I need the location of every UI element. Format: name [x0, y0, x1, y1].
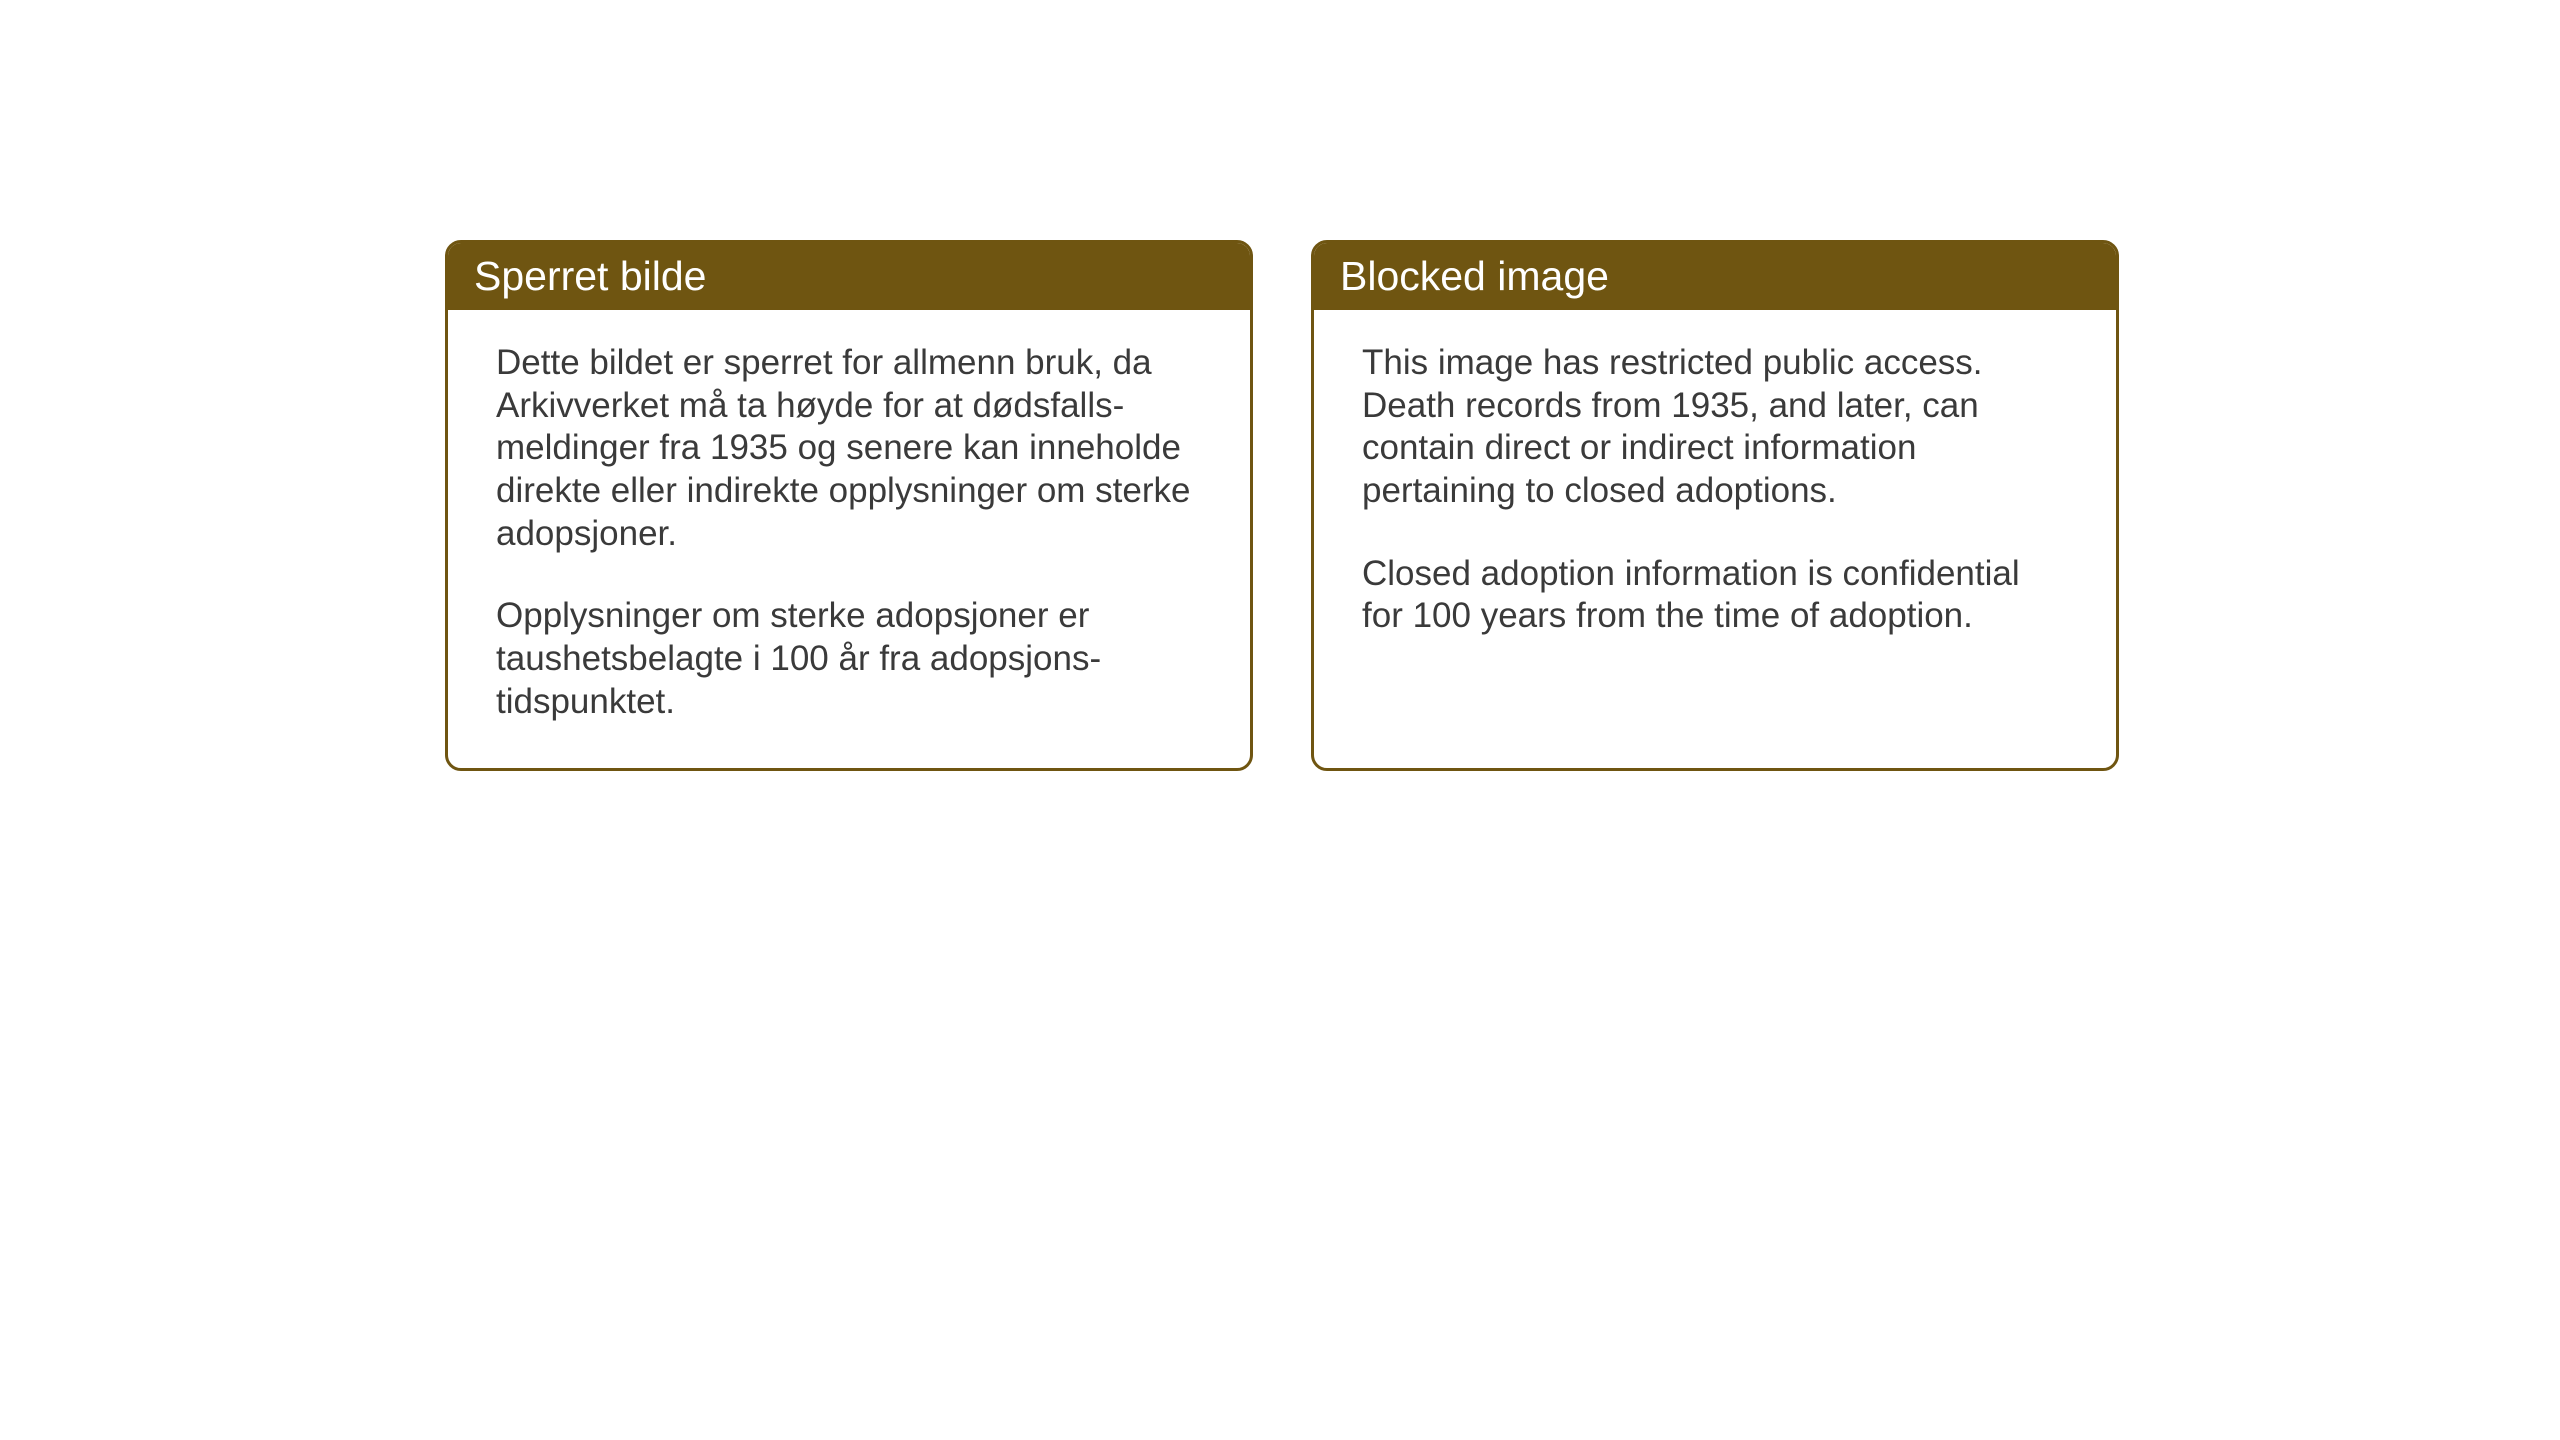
norwegian-notice-para1: Dette bildet er sperret for allmenn bruk… — [496, 342, 1202, 555]
english-notice-para1: This image has restricted public access.… — [1362, 342, 2068, 513]
norwegian-notice-para2: Opplysninger om sterke adopsjoner er tau… — [496, 595, 1202, 723]
english-notice-body: This image has restricted public access.… — [1314, 310, 2116, 682]
norwegian-notice-title: Sperret bilde — [448, 243, 1250, 310]
norwegian-notice-body: Dette bildet er sperret for allmenn bruk… — [448, 310, 1250, 768]
norwegian-notice-box: Sperret bilde Dette bildet er sperret fo… — [445, 240, 1253, 771]
english-notice-box: Blocked image This image has restricted … — [1311, 240, 2119, 771]
english-notice-title: Blocked image — [1314, 243, 2116, 310]
english-notice-para2: Closed adoption information is confident… — [1362, 553, 2068, 638]
notice-container: Sperret bilde Dette bildet er sperret fo… — [445, 240, 2119, 771]
